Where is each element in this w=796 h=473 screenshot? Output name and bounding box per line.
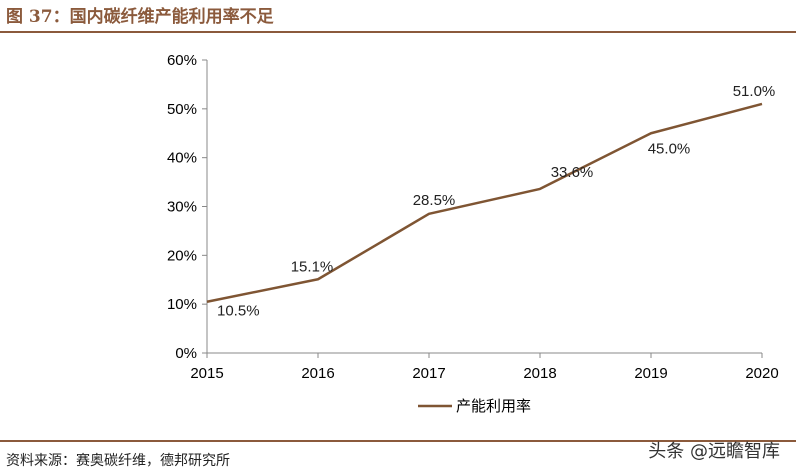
legend: 产能利用率: [418, 397, 531, 415]
x-tick-label: 2016: [301, 365, 334, 382]
x-tick-label: 2019: [634, 365, 667, 382]
y-tick-label: 30%: [167, 199, 197, 216]
title-rule: [0, 31, 796, 33]
y-tick-label: 0%: [175, 345, 197, 362]
x-tick-label: 2018: [523, 365, 556, 382]
line-chart: 0%10%20%30%40%50%60% 2015 2016 2017 2018 201…: [167, 52, 779, 415]
y-tick-label: 40%: [167, 150, 197, 167]
y-axis: 0% 10% 20% 30% 40% 50% 60%: [167, 52, 208, 362]
x-axis: 2015 2016 2017 2018 2019 2020: [190, 352, 779, 382]
data-label: 51.0%: [733, 83, 776, 100]
watermark: 头条 @远瞻智库: [648, 441, 780, 462]
data-label: 28.5%: [413, 192, 456, 209]
data-label: 33.6%: [551, 164, 594, 181]
series-layer: 10.5% 15.1% 28.5% 33.6% 45.0% 51.0%: [206, 83, 776, 320]
x-tick-label: 2015: [190, 365, 223, 382]
data-label: 15.1%: [291, 258, 334, 275]
source-note: 资料来源：赛奥碳纤维，德邦研究所: [6, 453, 230, 469]
y-tick-label: 60%: [167, 52, 197, 69]
y-tick-label: 50%: [167, 101, 197, 118]
x-tick-label: 2020: [745, 365, 778, 382]
data-label: 10.5%: [217, 303, 260, 320]
y-tick-label: 20%: [167, 247, 197, 264]
legend-label: 产能利用率: [456, 397, 531, 415]
x-tick-label: 2017: [412, 365, 445, 382]
footer-rule: [0, 440, 796, 442]
data-label: 45.0%: [648, 140, 691, 157]
y-tick-label: 10%: [167, 296, 197, 313]
series-line: [206, 102, 763, 303]
chart-title: 图 37：国内碳纤维产能利用率不足: [6, 7, 274, 27]
